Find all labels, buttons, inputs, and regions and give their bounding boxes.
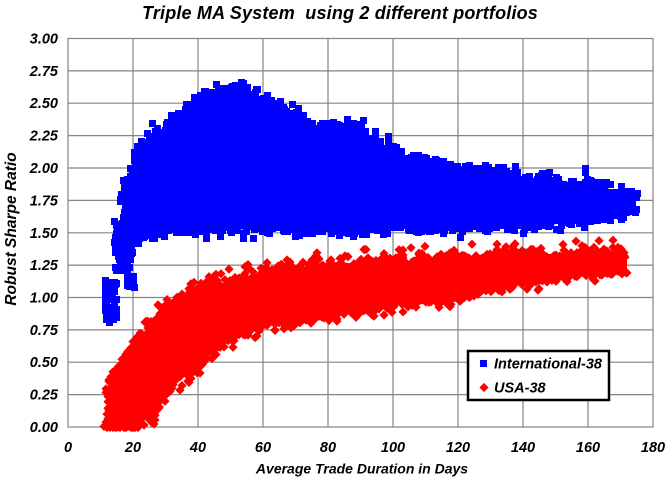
svg-text:140: 140 (511, 440, 535, 456)
svg-text:Average Trade Duration in Days: Average Trade Duration in Days (255, 461, 468, 477)
svg-text:3.00: 3.00 (30, 32, 58, 48)
svg-text:USA-38: USA-38 (494, 381, 547, 397)
svg-text:Robust Sharpe Ratio: Robust Sharpe Ratio (3, 152, 20, 305)
svg-text:20: 20 (124, 440, 141, 456)
svg-text:180: 180 (641, 440, 665, 456)
svg-text:1.50: 1.50 (30, 226, 58, 242)
svg-text:0.00: 0.00 (30, 420, 58, 436)
svg-text:0.25: 0.25 (30, 388, 59, 404)
svg-text:160: 160 (576, 440, 600, 456)
svg-text:40: 40 (189, 440, 206, 456)
svg-text:2.25: 2.25 (29, 129, 59, 145)
svg-text:International-38: International-38 (494, 357, 603, 373)
svg-text:60: 60 (255, 440, 271, 456)
svg-text:1.75: 1.75 (30, 193, 59, 209)
svg-text:0: 0 (64, 440, 72, 456)
svg-text:1.00: 1.00 (30, 291, 58, 307)
svg-text:2.75: 2.75 (29, 64, 59, 80)
svg-text:0.75: 0.75 (30, 323, 59, 339)
svg-text:80: 80 (320, 440, 336, 456)
svg-text:2.00: 2.00 (29, 161, 58, 177)
svg-text:2.50: 2.50 (29, 96, 58, 112)
svg-text:0.50: 0.50 (30, 355, 58, 371)
svg-text:100: 100 (381, 440, 405, 456)
svg-text:1.25: 1.25 (30, 258, 59, 274)
svg-text:Triple MA System using 2 diff: Triple MA System using 2 different portf… (142, 3, 538, 23)
svg-text:120: 120 (446, 440, 470, 456)
